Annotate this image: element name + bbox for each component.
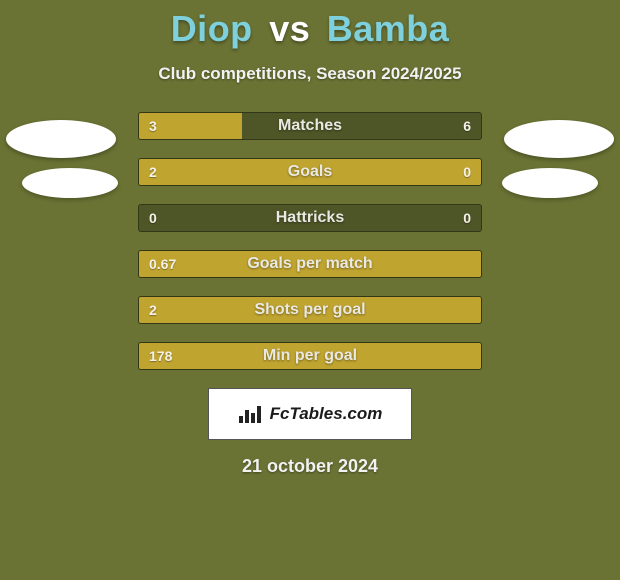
stat-value-right: 6 [463,113,471,139]
stat-label: Min per goal [139,343,481,369]
player2-name: Bamba [327,8,450,49]
stat-value-right: 0 [463,205,471,231]
stat-row-min-per-goal: 178 Min per goal [138,342,482,370]
stat-label: Matches [139,113,481,139]
stat-label: Shots per goal [139,297,481,323]
stat-row-goals-per-match: 0.67 Goals per match [138,250,482,278]
stats-area: 3 Matches 6 2 Goals 0 0 Hattricks 0 [0,112,620,370]
brand-box: FcTables.com [208,388,412,440]
stat-value-right: 0 [463,159,471,185]
stat-label: Goals per match [139,251,481,277]
stat-row-matches: 3 Matches 6 [138,112,482,140]
player2-avatar [504,120,614,158]
page-title: Diop vs Bamba [0,8,620,50]
stat-bars: 3 Matches 6 2 Goals 0 0 Hattricks 0 [138,112,482,370]
subtitle: Club competitions, Season 2024/2025 [0,64,620,84]
comparison-infographic: Diop vs Bamba Club competitions, Season … [0,0,620,580]
brand-label: FcTables.com [270,404,383,424]
stat-label: Hattricks [139,205,481,231]
vs-label: vs [269,8,310,49]
stat-label: Goals [139,159,481,185]
bar-chart-icon [238,404,264,424]
player1-name: Diop [171,8,253,49]
stat-row-hattricks: 0 Hattricks 0 [138,204,482,232]
stat-row-shots-per-goal: 2 Shots per goal [138,296,482,324]
stat-row-goals: 2 Goals 0 [138,158,482,186]
date-label: 21 october 2024 [0,456,620,477]
player1-club-badge [22,168,118,198]
player1-avatar [6,120,116,158]
player2-club-badge [502,168,598,198]
